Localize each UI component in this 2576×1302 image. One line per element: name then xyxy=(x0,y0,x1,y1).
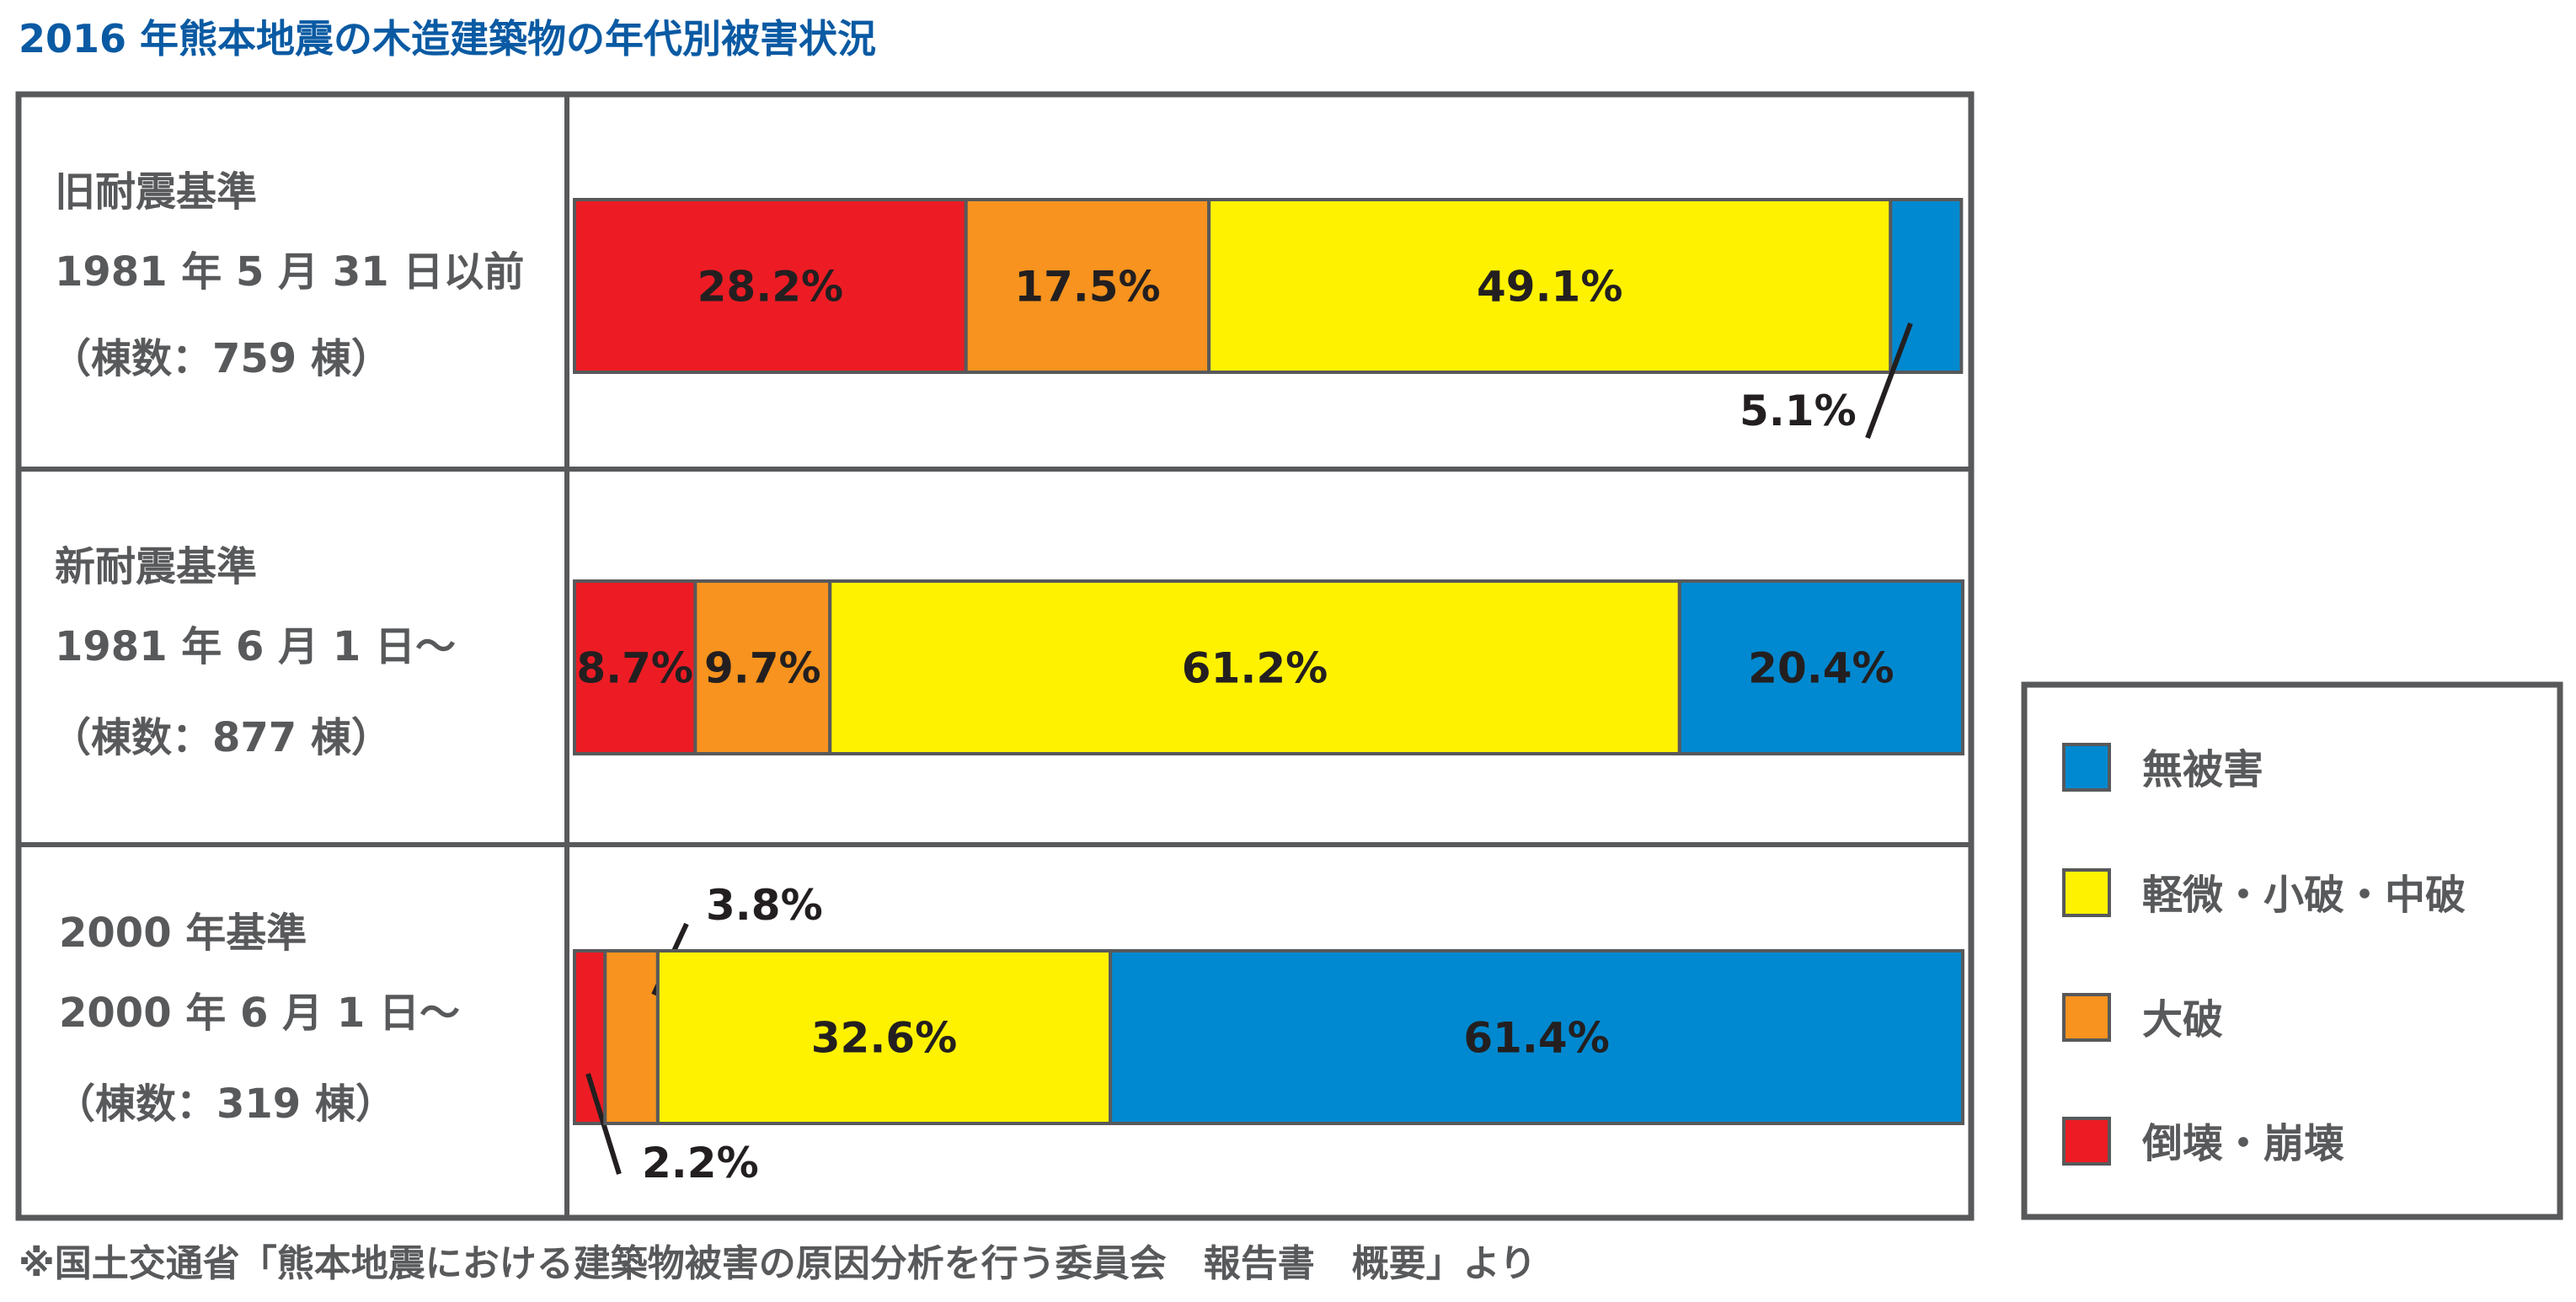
data-label: 32.6% xyxy=(811,1014,957,1063)
category-count: （棟数：319 棟） xyxy=(55,1081,396,1128)
data-label: 5.1% xyxy=(1740,387,1857,435)
data-label: 20.4% xyxy=(1748,644,1894,693)
data-label: 9.7% xyxy=(704,644,821,693)
bar-segment-collapse xyxy=(573,579,697,755)
data-label: 61.4% xyxy=(1463,1014,1609,1063)
bar-segment-major xyxy=(964,198,1211,374)
legend-swatch-collapse xyxy=(2062,1117,2111,1166)
legend-swatch-minor xyxy=(2062,868,2111,917)
category-name: 2000 年基準 xyxy=(59,910,307,957)
bar-segment-none xyxy=(1677,579,1964,755)
callout-line xyxy=(1865,322,1913,440)
category-period: 1981 年 5 月 31 日以前 xyxy=(55,248,524,296)
source-footnote: ※国土交通省「熊本地震における建築物被害の原因分析を行う委員会 報告書 概要」よ… xyxy=(19,1242,1537,1285)
data-label: 49.1% xyxy=(1477,263,1622,312)
category-name: 新耐震基準 xyxy=(55,543,257,590)
category-count: （棟数：759 棟） xyxy=(51,335,392,382)
data-label: 17.5% xyxy=(1014,263,1160,312)
data-label: 8.7% xyxy=(576,644,693,693)
data-label: 28.2% xyxy=(697,263,843,312)
category-name: 旧耐震基準 xyxy=(55,168,257,216)
legend-swatch-major xyxy=(2062,993,2111,1042)
category-period: 1981 年 6 月 1 日〜 xyxy=(55,623,456,670)
bar-segment-none xyxy=(1109,949,1965,1125)
legend-label: 無被害 xyxy=(2142,746,2263,793)
category-count: （棟数：877 棟） xyxy=(51,714,392,761)
chart-title: 2016 年熊本地震の木造建築物の年代別被害状況 xyxy=(19,16,876,61)
category-period: 2000 年 6 月 1 日〜 xyxy=(59,990,460,1037)
bar-segment-collapse xyxy=(573,949,607,1125)
bar-segment-collapse xyxy=(573,198,968,374)
bar-segment-major xyxy=(603,949,660,1125)
bar-segment-minor xyxy=(655,949,1113,1125)
legend-label: 倒壊・崩壊 xyxy=(2141,1120,2344,1167)
data-label: 3.8% xyxy=(706,881,823,930)
legend-label: 大破 xyxy=(2142,996,2223,1043)
legend-box xyxy=(2021,681,2563,1220)
legend-swatch-none xyxy=(2062,743,2111,792)
legend-label: 軽微・小破・中破 xyxy=(2142,872,2466,919)
data-label: 61.2% xyxy=(1182,644,1328,693)
data-label: 2.2% xyxy=(642,1139,759,1187)
bar-segment-minor xyxy=(1207,198,1893,374)
